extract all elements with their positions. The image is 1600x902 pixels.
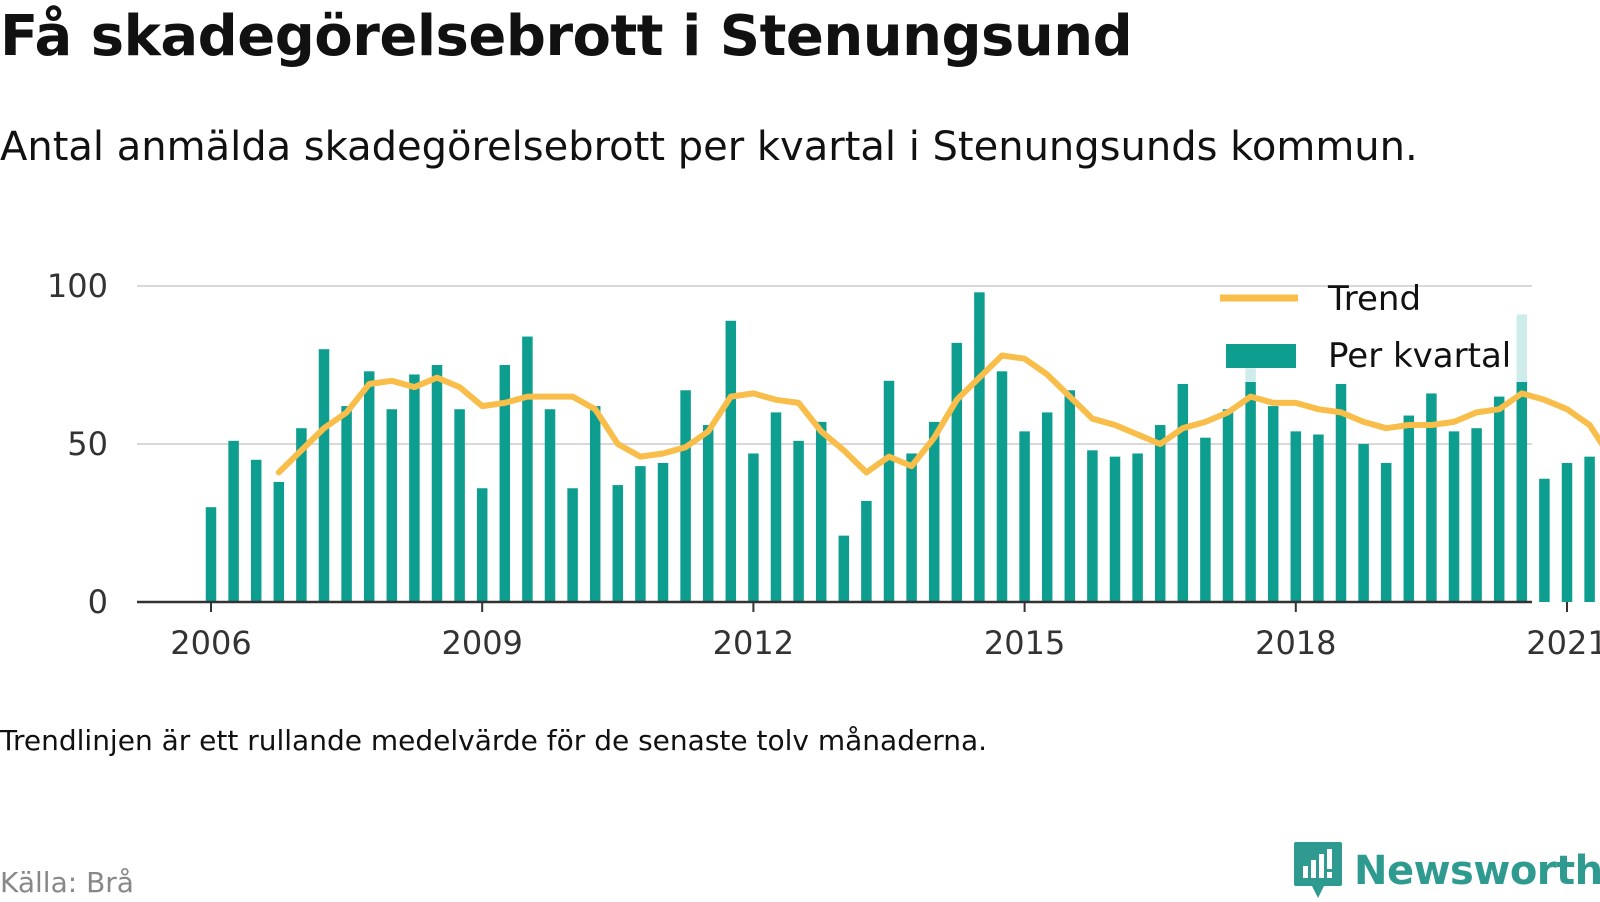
bar <box>296 428 307 602</box>
bar <box>386 409 398 602</box>
bar <box>770 412 782 602</box>
bar <box>522 336 533 602</box>
bar <box>612 485 624 602</box>
bar <box>1426 393 1437 602</box>
bar <box>454 409 465 602</box>
bar <box>1516 314 1528 602</box>
legend-bar-swatch <box>1226 344 1296 368</box>
bar <box>273 481 285 602</box>
trend-line <box>275 352 1600 476</box>
bar <box>363 371 375 602</box>
bar <box>974 292 985 602</box>
bar <box>928 421 940 602</box>
trend-series <box>275 352 1600 476</box>
bar <box>476 488 488 602</box>
bar-series <box>205 292 1595 602</box>
bar <box>1313 434 1324 602</box>
bar <box>1019 431 1030 602</box>
bar <box>1245 368 1256 602</box>
bar <box>1448 431 1460 602</box>
bar <box>341 406 352 602</box>
bar <box>635 466 646 602</box>
bar <box>815 421 827 602</box>
bar <box>1064 390 1076 602</box>
y-tick-label: 50 <box>67 425 108 463</box>
bar <box>1154 425 1166 602</box>
axes: 0501002006200920122015201820212023 <box>47 267 1600 662</box>
bar <box>748 453 759 602</box>
bar <box>250 459 262 602</box>
bar <box>1132 453 1143 602</box>
legend-trend-label: Trend <box>1327 279 1421 319</box>
newsworthy-logo-icon <box>1294 842 1342 898</box>
chart-subtitle: Antal anmälda skadegörelsebrott per kvar… <box>0 124 1418 170</box>
y-tick-label: 100 <box>47 267 108 305</box>
bar <box>1267 406 1279 602</box>
bar <box>1290 431 1302 602</box>
bar <box>1584 456 1595 602</box>
bar <box>1380 462 1392 602</box>
bar <box>318 349 330 602</box>
bar <box>205 507 217 602</box>
bar <box>1539 478 1550 602</box>
x-tick-label: 2018 <box>1255 624 1336 662</box>
bar <box>499 365 511 602</box>
source-credit: Källa: Brå <box>0 866 134 899</box>
bar <box>1403 415 1415 602</box>
bar <box>657 462 669 602</box>
x-tick-label: 2015 <box>984 624 1065 662</box>
legend: Trend Per kvartal <box>1207 279 1537 382</box>
bar <box>1177 383 1189 602</box>
bar <box>702 425 714 602</box>
bar <box>996 371 1008 602</box>
chart-note: Trendlinjen är ett rullande medelvärde f… <box>0 724 988 757</box>
bar <box>1493 396 1505 602</box>
bar <box>1335 383 1347 602</box>
x-tick-label: 2012 <box>713 624 794 662</box>
bar <box>906 453 917 602</box>
bar <box>951 342 963 602</box>
x-tick-label: 2009 <box>441 624 522 662</box>
bar <box>1222 409 1234 602</box>
bar <box>1358 444 1369 602</box>
bar <box>1087 450 1098 602</box>
bar <box>1109 456 1121 602</box>
bar <box>567 488 578 602</box>
bar <box>589 406 601 602</box>
bar <box>431 365 443 602</box>
bar <box>883 380 895 602</box>
bar <box>861 500 872 602</box>
bar <box>725 320 737 602</box>
bar <box>1041 412 1053 602</box>
chart-area: 0501002006200920122015201820212023 Trend… <box>47 267 1600 662</box>
x-tick-label: 2021 <box>1526 624 1600 662</box>
legend-bar-label: Per kvartal <box>1328 336 1511 376</box>
bar <box>1200 437 1211 602</box>
bar <box>228 440 239 602</box>
bar <box>544 409 556 602</box>
bar <box>838 535 850 602</box>
chart-title: Få skadegörelsebrott i Stenungsund <box>0 4 1133 69</box>
bar <box>793 440 804 602</box>
bar <box>1561 462 1573 602</box>
newsworthy-logo-text: Newsworthy <box>1354 848 1600 894</box>
bar <box>409 374 420 602</box>
newsworthy-logo: Newsworthy <box>1292 840 1600 902</box>
bar <box>1471 428 1482 602</box>
y-tick-label: 0 <box>88 583 108 621</box>
bar <box>680 390 691 602</box>
x-tick-label: 2006 <box>170 624 251 662</box>
